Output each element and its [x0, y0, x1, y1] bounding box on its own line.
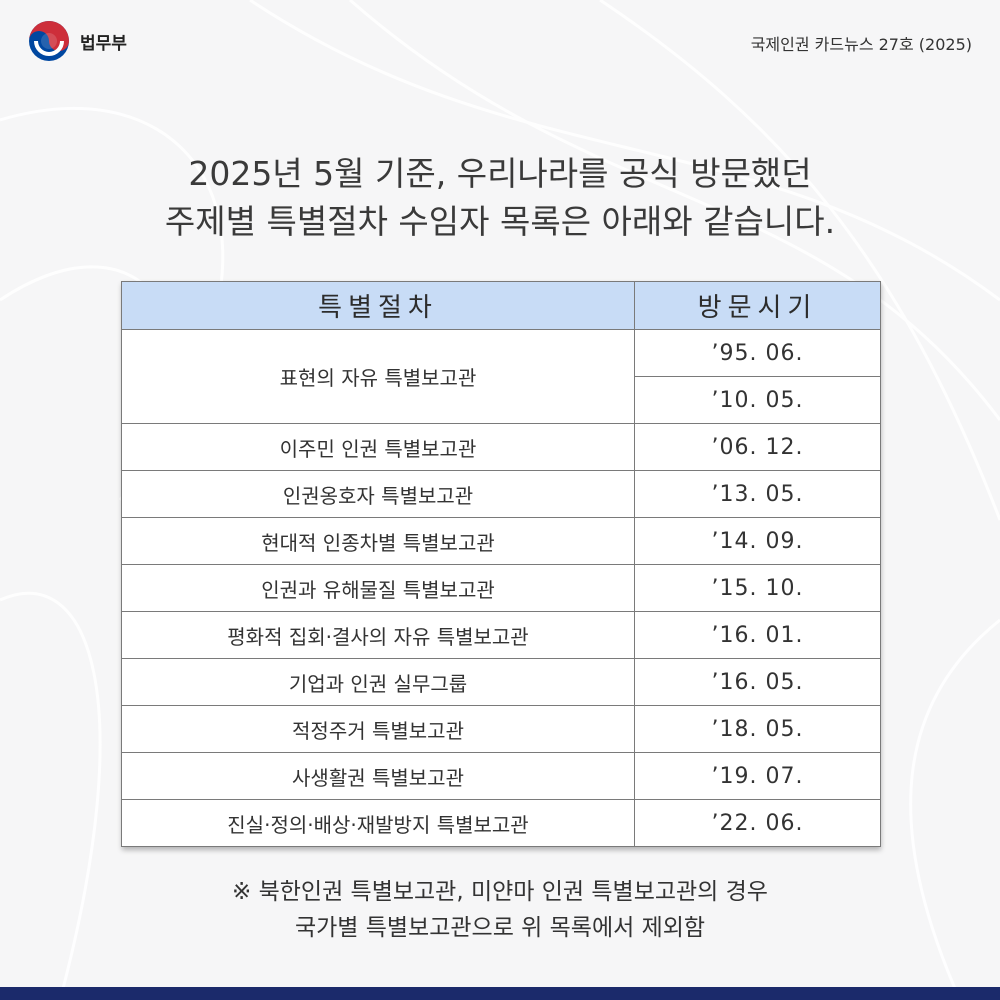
procedure-cell: 현대적 인종차별 특별보고관	[121, 517, 635, 565]
procedure-cell: 표현의 자유 특별보고관	[121, 329, 635, 424]
footnote: ※ 북한인권 특별보고관, 미얀마 인권 특별보고관의 경우 국가별 특별보고관…	[0, 874, 1000, 946]
procedure-cell: 적정주거 특별보고관	[121, 705, 635, 753]
headline-line-1: 2025년 5월 기준, 우리나라를 공식 방문했던	[188, 154, 812, 193]
taegeuk-emblem-icon	[29, 21, 69, 61]
visit-date-cell: ’06. 12.	[634, 423, 881, 471]
table-row: 평화적 집회·결사의 자유 특별보고관 ’16. 01.	[121, 611, 881, 659]
footnote-line-1: ※ 북한인권 특별보고관, 미얀마 인권 특별보고관의 경우	[232, 879, 768, 905]
procedure-cell: 기업과 인권 실무그룹	[121, 658, 635, 706]
issue-label: 국제인권 카드뉴스 27호 (2025)	[750, 35, 972, 54]
headline: 2025년 5월 기준, 우리나라를 공식 방문했던 주제별 특별절차 수임자 …	[0, 150, 1000, 246]
table-row: 적정주거 특별보고관 ’18. 05.	[121, 705, 881, 753]
special-procedures-table: 특별절차 방문시기 표현의 자유 특별보고관 ’95. 06. ’10. 05.…	[121, 281, 881, 847]
table-row: 표현의 자유 특별보고관 ’95. 06.	[121, 329, 881, 424]
table-row: 인권과 유해물질 특별보고관 ’15. 10.	[121, 564, 881, 612]
ministry-logo: 법무부	[28, 20, 127, 62]
column-header-procedure: 특별절차	[121, 281, 635, 330]
visit-date-cell: ’15. 10.	[634, 564, 881, 612]
ministry-name: 법무부	[80, 33, 127, 54]
visit-date-cell: ’19. 07.	[634, 752, 881, 800]
visit-date-cell: ’95. 06.	[634, 329, 881, 377]
visit-date-cell: ’13. 05.	[634, 470, 881, 518]
procedure-cell: 사생활권 특별보고관	[121, 752, 635, 800]
visit-date-cell: ’22. 06.	[634, 799, 881, 847]
footnote-line-2: 국가별 특별보고관으로 위 목록에서 제외함	[294, 915, 706, 941]
procedure-cell: 인권과 유해물질 특별보고관	[121, 564, 635, 612]
column-header-visit-date: 방문시기	[634, 281, 881, 330]
table-row: 사생활권 특별보고관 ’19. 07.	[121, 752, 881, 800]
bottom-bar	[0, 987, 1000, 1000]
table-row: 이주민 인권 특별보고관 ’06. 12.	[121, 423, 881, 471]
visit-date-cell: ’16. 01.	[634, 611, 881, 659]
table-header-row: 특별절차 방문시기	[121, 281, 881, 330]
table-row: 기업과 인권 실무그룹 ’16. 05.	[121, 658, 881, 706]
procedure-cell: 진실·정의·배상·재발방지 특별보고관	[121, 799, 635, 847]
procedure-cell: 이주민 인권 특별보고관	[121, 423, 635, 471]
visit-date-cell: ’10. 05.	[634, 376, 881, 424]
table-row: ’10. 05.	[122, 376, 881, 424]
visit-date-cell: ’18. 05.	[634, 705, 881, 753]
headline-line-2: 주제별 특별절차 수임자 목록은 아래와 같습니다.	[164, 202, 836, 241]
table-row: 인권옹호자 특별보고관 ’13. 05.	[121, 470, 881, 518]
visit-date-cell: ’16. 05.	[634, 658, 881, 706]
procedure-cell: 인권옹호자 특별보고관	[121, 470, 635, 518]
visit-date-cell: ’14. 09.	[634, 517, 881, 565]
table-row: 현대적 인종차별 특별보고관 ’14. 09.	[121, 517, 881, 565]
table-row: 진실·정의·배상·재발방지 특별보고관 ’22. 06.	[121, 799, 881, 847]
procedure-cell: 평화적 집회·결사의 자유 특별보고관	[121, 611, 635, 659]
